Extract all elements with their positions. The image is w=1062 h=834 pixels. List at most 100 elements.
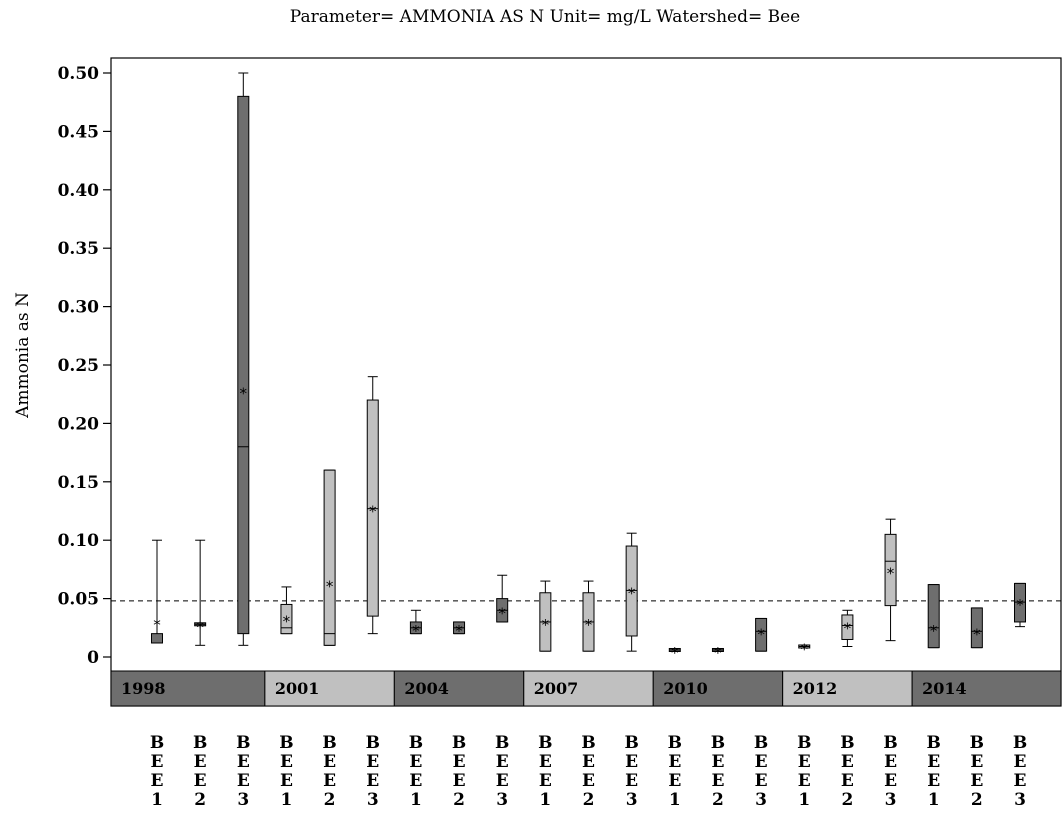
y-axis-label: Ammonia as N bbox=[13, 292, 33, 419]
box bbox=[151, 633, 163, 644]
mean-marker: * bbox=[843, 619, 852, 637]
year-band-segment bbox=[110, 670, 266, 707]
mean-marker: * bbox=[1015, 596, 1024, 614]
box-plot: * bbox=[194, 539, 207, 646]
year-band: 1998 2001 2004 2007 2010 2012 2014 bbox=[110, 670, 1062, 707]
year-band-segment bbox=[911, 670, 1062, 707]
year-label: 1998 bbox=[121, 679, 166, 698]
mean-marker: * bbox=[627, 584, 636, 602]
mean-marker: * bbox=[800, 640, 809, 658]
box bbox=[970, 607, 983, 649]
box-plot: * bbox=[625, 532, 638, 652]
box-plot: * bbox=[668, 644, 681, 662]
year-band-segment bbox=[652, 670, 784, 707]
box bbox=[280, 603, 293, 635]
mean-marker: * bbox=[972, 625, 981, 643]
mean-marker: * bbox=[368, 503, 377, 521]
mean-marker: * bbox=[584, 616, 593, 634]
box bbox=[323, 469, 336, 646]
box-plot: * bbox=[841, 609, 854, 647]
mean-marker: * bbox=[541, 616, 550, 634]
box-plot: * bbox=[711, 644, 724, 662]
box-plot: * bbox=[496, 574, 509, 623]
year-label: 2004 bbox=[404, 679, 449, 698]
box-plot: * bbox=[409, 609, 422, 640]
y-tick-label: 0.25 bbox=[58, 356, 99, 376]
box-plot: * bbox=[151, 539, 163, 644]
y-tick-label: 0.05 bbox=[58, 590, 99, 610]
mean-marker: * bbox=[455, 622, 464, 640]
mean-marker: * bbox=[886, 565, 895, 583]
y-tick-label: 0.40 bbox=[58, 181, 100, 201]
box bbox=[884, 533, 897, 607]
box-plot: * bbox=[970, 607, 983, 649]
mean-marker: * bbox=[411, 622, 420, 640]
box bbox=[625, 545, 638, 637]
y-axis: 0 0.05 0.10 0.15 0.20 0.25 0.30 0.35 0.40 0.45 0.5… bbox=[58, 64, 111, 668]
box-plot: * bbox=[1014, 582, 1026, 628]
mean-marker: * bbox=[670, 644, 679, 662]
box-plot: * bbox=[323, 469, 336, 646]
mean-marker: * bbox=[196, 618, 205, 636]
mean-marker: * bbox=[713, 644, 722, 662]
box-plot: * bbox=[453, 621, 466, 640]
mean-marker: * bbox=[239, 385, 248, 403]
y-tick-label: 0.35 bbox=[58, 239, 99, 259]
box bbox=[366, 399, 379, 617]
year-label: 2012 bbox=[793, 679, 838, 698]
box-plot: * bbox=[366, 376, 379, 635]
box bbox=[1014, 582, 1026, 623]
box bbox=[927, 584, 940, 649]
year-band-segment bbox=[782, 670, 913, 707]
year-label: 2007 bbox=[534, 679, 579, 698]
mean-marker: * bbox=[929, 622, 938, 640]
mean-marker: * bbox=[757, 625, 766, 643]
box bbox=[841, 614, 854, 640]
y-tick-label: 0.45 bbox=[58, 122, 99, 142]
box-series: * * * * * * * * * * * * * * * * * * * * * bbox=[151, 72, 1026, 662]
y-tick-label: 0.10 bbox=[58, 531, 100, 551]
box-plot: * bbox=[884, 518, 897, 642]
y-tick-label: 0.50 bbox=[58, 64, 100, 84]
mean-marker: * bbox=[282, 612, 291, 630]
mean-marker: * bbox=[498, 604, 507, 622]
y-tick-label: 0 bbox=[87, 648, 99, 668]
site-labels: B E E 1 B E E 2 B E E 3 B E E 1 B E E 2 B E E 3 B E E 1 B E E 2 B E E 3 B E E 1… bbox=[150, 733, 1027, 810]
y-tick-label: 0.15 bbox=[58, 473, 99, 493]
year-label: 2001 bbox=[275, 679, 320, 698]
chart-title: Parameter= AMMONIA AS N Unit= mg/L Water… bbox=[290, 7, 800, 27]
y-tick-label: 0.20 bbox=[58, 414, 100, 434]
box-plot: * bbox=[280, 586, 293, 635]
mean-marker: * bbox=[152, 616, 161, 634]
box bbox=[755, 617, 768, 652]
box-plot: * bbox=[927, 584, 940, 649]
year-label: 2014 bbox=[922, 679, 967, 698]
mean-marker: * bbox=[325, 577, 334, 595]
box-plot: * bbox=[582, 580, 595, 652]
box-plot: * bbox=[798, 640, 811, 658]
box bbox=[237, 95, 250, 635]
box-plot: * bbox=[237, 72, 250, 646]
